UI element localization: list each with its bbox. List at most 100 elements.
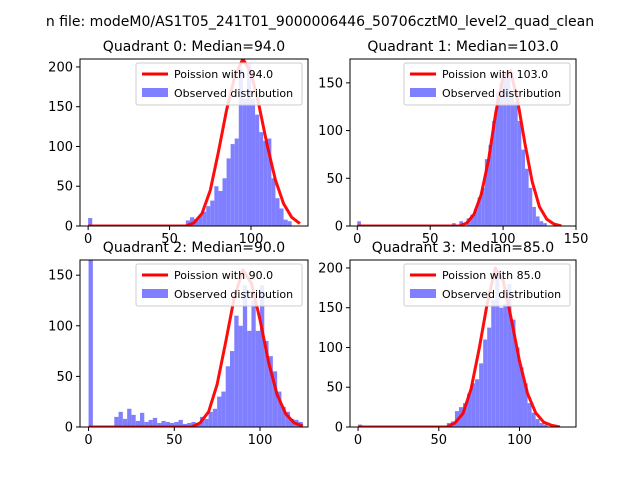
histogram-bar: [495, 92, 500, 226]
x-tick-label: 100: [507, 433, 532, 448]
histogram-bar: [510, 92, 515, 226]
histogram-bar: [225, 366, 230, 427]
subplot-quadrant-3: 0 50 100 0 50 100 150 200 Quadrant 3: Median=85.…: [318, 240, 577, 448]
y-tick-label: 100: [318, 124, 343, 139]
y-tick-label: 150: [318, 301, 343, 316]
plot-area: [88, 260, 304, 427]
histogram-bar: [283, 219, 288, 226]
axes-frame: [79, 58, 309, 227]
histogram-bar: [217, 396, 222, 427]
histogram-bar: [475, 379, 480, 427]
histogram-bar: [242, 285, 248, 427]
histogram-bar: [481, 187, 485, 226]
y-tick-label: 150: [318, 76, 343, 91]
y-tick-label: 100: [48, 140, 73, 155]
x-tick-label: 50: [161, 232, 178, 247]
histogram-bar: [535, 216, 540, 226]
histogram-bar: [204, 418, 209, 427]
histogram-bar: [463, 403, 468, 427]
histogram-bar: [517, 121, 522, 226]
histogram-bar: [491, 299, 496, 427]
histogram-bar: [488, 144, 493, 226]
histogram-bar: [531, 412, 536, 427]
histogram-bar: [230, 351, 235, 427]
legend-label: Observed distribution: [442, 87, 561, 100]
histogram-bar: [503, 303, 508, 427]
y-tick-label: 50: [56, 180, 73, 195]
legend: Poission with 103.0 Observed distribution: [403, 62, 571, 106]
histogram-bar: [290, 418, 295, 427]
x-tick-label: 100: [491, 232, 516, 247]
y-tick-label: 0: [335, 220, 343, 235]
subplot-quadrant-2: 0 50 100 0 50 100 150 Quadrant 2: Median=90.0 Po…: [48, 240, 309, 448]
histogram-bar: [234, 315, 239, 427]
histogram-bar: [467, 393, 472, 427]
histogram-bar: [114, 416, 119, 427]
histogram-bar: [198, 215, 203, 226]
subplot-quadrant-1: 0 50 100 150 0 50 100 150 Quadrant 1: Median=103…: [318, 39, 588, 247]
histogram-bar: [543, 223, 547, 226]
histogram-bar: [122, 418, 128, 427]
histogram-bar: [247, 330, 252, 427]
axes-frame: [79, 259, 309, 428]
histogram-bar: [484, 159, 489, 226]
histogram-bar: [459, 221, 463, 226]
histogram-bar: [187, 422, 192, 427]
figure-suptitle: n file: modeM0/AS1T05_241T01_9000006446_…: [46, 14, 594, 30]
histogram-bar: [479, 363, 484, 427]
histogram-bar: [263, 140, 268, 226]
histogram-bar: [157, 422, 162, 427]
x-tick-label: 50: [431, 433, 448, 448]
histogram-bar: [238, 68, 243, 226]
legend-bar-swatch: [410, 88, 436, 97]
histogram-bar: [483, 339, 488, 427]
y-tick-label: 100: [318, 341, 343, 356]
legend-label: Observed distribution: [174, 288, 293, 301]
histogram-bar: [535, 419, 540, 427]
legend-label: Observed distribution: [442, 288, 561, 301]
x-tick-label: 150: [564, 232, 589, 247]
histogram-bar: [507, 283, 512, 427]
histogram-bar: [127, 408, 132, 427]
histogram-bar: [221, 391, 226, 427]
histogram-bar: [271, 178, 276, 226]
histogram-bar: [264, 340, 269, 427]
histogram-bar: [140, 412, 145, 427]
x-tick-label: 100: [248, 433, 273, 448]
legend-label: Poission with 103.0: [442, 68, 548, 81]
histogram-bar: [189, 217, 194, 226]
histogram-bar: [251, 300, 256, 427]
legend-label: Observed distribution: [174, 87, 293, 100]
axes-frame: [349, 259, 577, 428]
subplot-title: Quadrant 3: Median=85.0: [372, 240, 554, 256]
x-tick-label: 0: [353, 232, 361, 247]
histogram-bar: [268, 356, 273, 427]
histogram-bar: [144, 421, 149, 427]
histogram-bar: [524, 168, 529, 226]
histogram-bar: [487, 327, 492, 427]
histogram-bar: [503, 78, 507, 226]
y-tick-label: 200: [318, 261, 343, 276]
x-tick-label: 50: [166, 433, 183, 448]
x-tick-label: 0: [354, 433, 362, 448]
y-tick-label: 0: [335, 421, 343, 436]
histogram-bar: [275, 198, 280, 226]
legend-label: Poission with 94.0: [174, 68, 273, 81]
histogram-bar: [473, 208, 478, 226]
histogram-bar: [135, 420, 140, 427]
histogram-bar: [521, 149, 525, 226]
histogram-bar: [471, 383, 476, 427]
legend-bar-swatch: [142, 289, 168, 298]
histogram-bar: [202, 211, 207, 226]
histogram-bar: [287, 221, 292, 226]
legend-label: Poission with 90.0: [174, 269, 273, 282]
plot-area: [357, 69, 562, 226]
histogram-bar: [222, 178, 227, 226]
histogram-bar: [182, 423, 188, 427]
subplot-quadrant-0: 0 50 100 0 50 100 150 200 Quadrant 0: Median=94.…: [48, 39, 309, 247]
histogram-bar: [88, 218, 93, 226]
x-tick-label: 0: [84, 232, 92, 247]
legend-box: [135, 263, 303, 307]
subplot-title: Quadrant 0: Median=94.0: [103, 39, 285, 55]
legend-label: Poission with 85.0: [442, 269, 541, 282]
